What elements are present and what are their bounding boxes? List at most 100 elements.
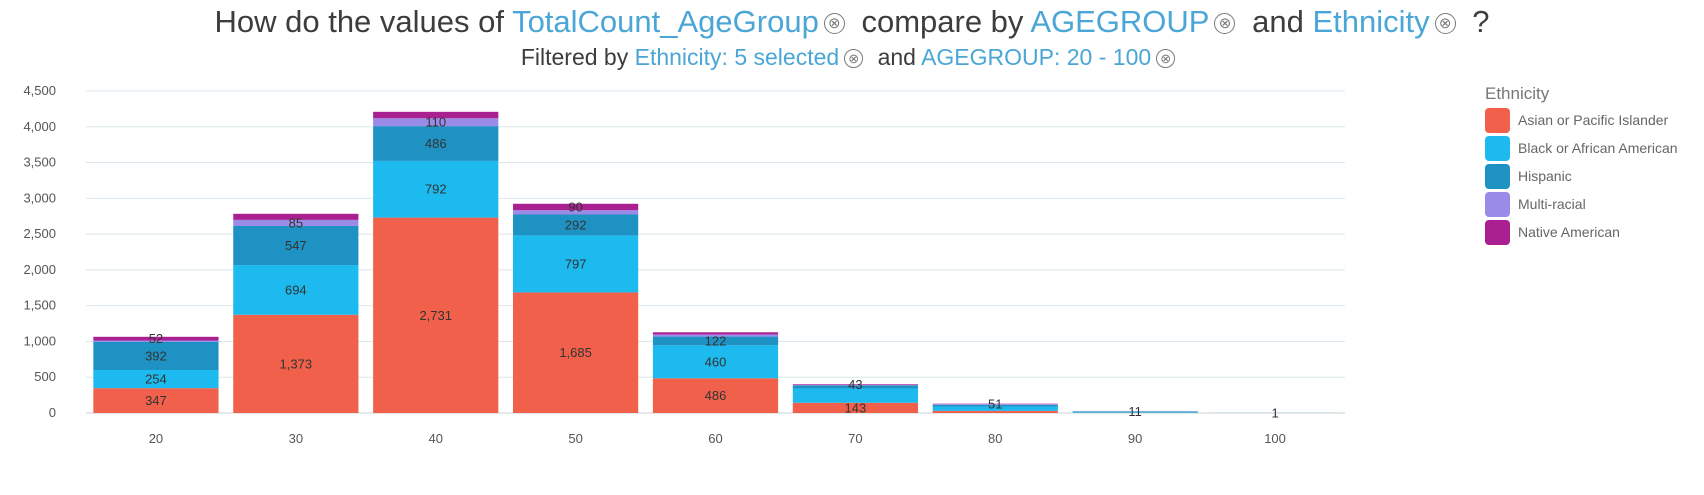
filter-summary: Filtered by Ethnicity: 5 selected ⊗ and A…	[0, 44, 1704, 71]
x-tick-label: 80	[988, 431, 1002, 446]
measure-chip[interactable]: TotalCount_AgeGroup	[512, 4, 819, 39]
data-label: 292	[565, 217, 587, 232]
data-label: 1,373	[280, 356, 313, 371]
x-tick-label: 90	[1128, 431, 1142, 446]
legend-label: Multi-racial	[1518, 196, 1586, 212]
remove-ethnicity-icon[interactable]: ⊗	[1434, 13, 1456, 35]
legend-item[interactable]: Hispanic	[1485, 162, 1678, 190]
bar-segment[interactable]	[792, 402, 918, 413]
y-tick-label: 3,000	[23, 190, 56, 205]
x-tick-label: 60	[708, 431, 722, 446]
bar-segment[interactable]	[513, 203, 639, 211]
bar-segment[interactable]	[1072, 411, 1198, 413]
bar-segment[interactable]	[1072, 412, 1198, 413]
y-tick-label: 4,000	[23, 119, 56, 134]
dimension-ethnicity-chip[interactable]: Ethnicity	[1312, 4, 1430, 39]
bar-segment[interactable]	[652, 378, 779, 413]
bar-segment[interactable]	[93, 341, 219, 370]
data-label: 486	[705, 388, 727, 403]
legend-label: Black or African American	[1518, 140, 1678, 156]
legend-label: Hispanic	[1518, 168, 1572, 184]
bar-segment[interactable]	[932, 404, 1058, 405]
bar-segment[interactable]	[373, 111, 499, 119]
bar-segment[interactable]	[373, 160, 499, 218]
bar-segment[interactable]	[513, 214, 639, 236]
bar-segment[interactable]	[652, 336, 779, 346]
bar-segment[interactable]	[652, 334, 779, 337]
legend-item[interactable]: Black or African American	[1485, 134, 1678, 162]
bar-segment[interactable]	[373, 217, 499, 413]
title-compare-by: compare by	[861, 4, 1024, 39]
x-tick-label: 100	[1264, 431, 1286, 446]
filter-ethnicity-chip[interactable]: Ethnicity: 5 selected	[634, 44, 840, 70]
data-label: 347	[145, 393, 167, 408]
data-label: 392	[145, 348, 167, 363]
y-tick-label: 1,000	[23, 333, 56, 348]
dimension-agegroup-chip[interactable]: AGEGROUP	[1030, 4, 1210, 39]
legend-swatch	[1485, 163, 1510, 189]
bar-segment[interactable]	[932, 404, 1058, 407]
legend-swatch	[1485, 135, 1510, 161]
bar-segment[interactable]	[513, 210, 639, 215]
legend: Ethnicity Asian or Pacific Islander Black…	[1485, 84, 1678, 246]
bar-segment[interactable]	[932, 410, 1058, 413]
data-label: 11	[1128, 404, 1142, 419]
bar-segment[interactable]	[932, 406, 1058, 411]
bar-segment[interactable]	[93, 369, 219, 389]
bar-segment[interactable]	[792, 385, 918, 389]
bar-segment[interactable]	[233, 213, 359, 220]
filter-and: and	[877, 44, 916, 70]
chart-question-title: How do the values of TotalCount_AgeGroup…	[0, 4, 1704, 40]
remove-measure-icon[interactable]: ⊗	[823, 13, 845, 35]
x-tick-label: 40	[428, 431, 442, 446]
bar-segment[interactable]	[513, 292, 639, 413]
legend-label: Asian or Pacific Islander	[1518, 112, 1669, 128]
data-label: 792	[425, 182, 447, 197]
filter-prefix: Filtered by	[520, 44, 629, 70]
y-tick-label: 500	[34, 369, 56, 384]
legend-item[interactable]: Multi-racial	[1485, 190, 1678, 218]
bar-segment[interactable]	[373, 118, 499, 127]
data-label: 2,731	[419, 308, 452, 323]
legend-item[interactable]: Native American	[1485, 218, 1678, 246]
data-label: 90	[568, 199, 582, 214]
data-label: 797	[565, 256, 587, 271]
bar-segment[interactable]	[233, 219, 359, 226]
bar-segment[interactable]	[233, 225, 359, 266]
y-tick-label: 2,500	[23, 226, 56, 241]
bar-segment[interactable]	[652, 345, 779, 379]
y-tick-label: 4,500	[23, 83, 56, 98]
data-label: 122	[705, 333, 727, 348]
data-label: 1,685	[559, 345, 592, 360]
remove-agegroup-icon[interactable]: ⊗	[1214, 13, 1236, 35]
x-tick-label: 20	[149, 431, 163, 446]
legend-label: Native American	[1518, 224, 1620, 240]
data-label: 52	[149, 331, 163, 346]
x-tick-label: 50	[568, 431, 582, 446]
legend-swatch	[1485, 219, 1510, 245]
data-label: 143	[845, 400, 867, 415]
bar-segment[interactable]	[373, 126, 499, 161]
bar-segment[interactable]	[792, 388, 918, 403]
filter-agegroup-chip[interactable]: AGEGROUP: 20 - 100	[921, 44, 1152, 70]
remove-filter-agegroup-icon[interactable]: ⊗	[1156, 49, 1176, 69]
remove-filter-ethnicity-icon[interactable]: ⊗	[844, 49, 864, 69]
bar-segment[interactable]	[513, 235, 639, 293]
title-question-mark: ?	[1472, 4, 1490, 39]
bar-segment[interactable]	[792, 384, 918, 386]
data-label: 547	[285, 238, 307, 253]
bar-segment[interactable]	[93, 388, 219, 413]
bar-segment[interactable]	[93, 340, 219, 342]
y-tick-label: 2,000	[23, 262, 56, 277]
legend-swatch	[1485, 191, 1510, 217]
bar-segment[interactable]	[233, 314, 359, 413]
legend-item[interactable]: Asian or Pacific Islander	[1485, 106, 1678, 134]
bar-segment[interactable]	[652, 332, 779, 335]
bar-segment[interactable]	[233, 265, 359, 315]
y-tick-label: 1,500	[23, 298, 56, 313]
data-label: 486	[425, 136, 447, 151]
title-and: and	[1252, 4, 1304, 39]
bar-segment[interactable]	[93, 336, 219, 341]
data-label: 110	[425, 115, 446, 130]
